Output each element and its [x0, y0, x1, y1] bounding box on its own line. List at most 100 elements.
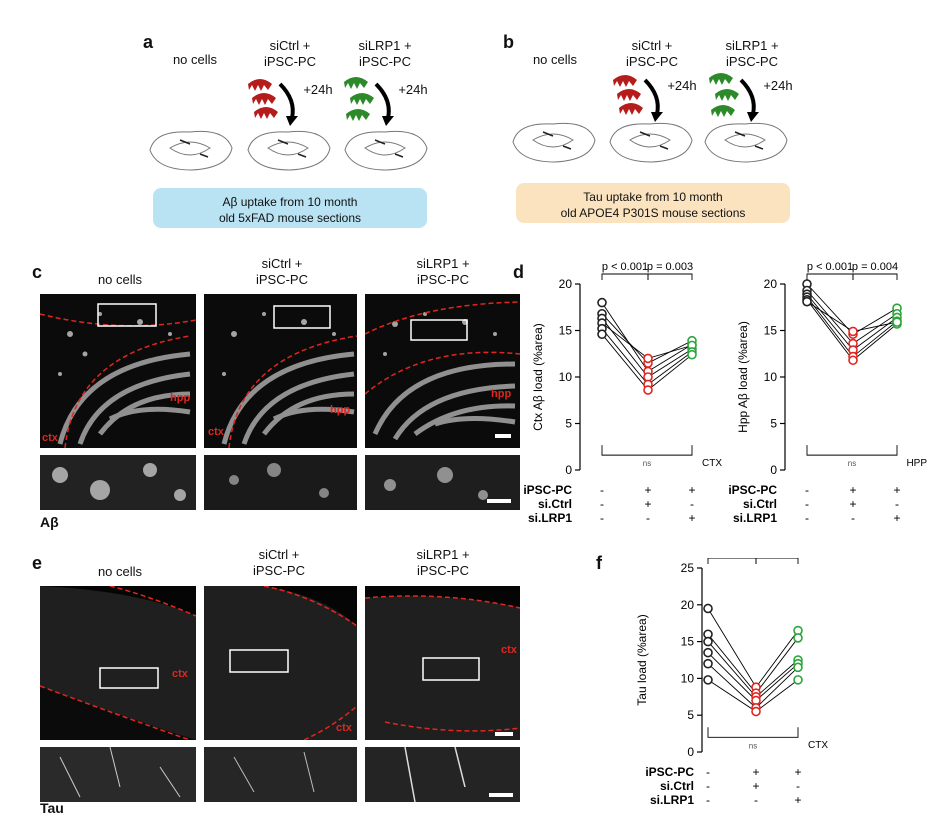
panel-a-box-line2: old 5xFAD mouse sections — [218, 211, 362, 225]
cell-icon — [346, 109, 370, 121]
panel-c-col3: siLRP1 + iPSC-PC — [398, 256, 488, 288]
comparison-bracket — [806, 273, 854, 280]
cell-icon — [252, 93, 276, 105]
data-point — [793, 662, 803, 673]
micrograph-e-silrp1-image — [365, 586, 520, 740]
chart-d-hpp: 0 5 10 15 20 Hpp Aβ load (%area) HPP p < 0.001p… — [728, 261, 927, 525]
y-tick-label: 5 — [770, 417, 777, 431]
comparison-bracket — [852, 273, 898, 280]
panel-b-box: Tau uptake from 10 month old APOE4 P301S… — [516, 183, 790, 223]
condition-mark: - — [690, 497, 694, 511]
data-point — [802, 296, 812, 307]
condition-mark: + — [794, 793, 801, 807]
cell-icon — [344, 77, 368, 89]
condition-mark: - — [600, 483, 604, 497]
condition-mark: + — [644, 483, 651, 497]
zoom-e-silrp1-image — [365, 747, 520, 802]
arrow-icon — [278, 82, 295, 119]
condition-mark: - — [805, 483, 809, 497]
condition-row-label: iPSC-PC — [728, 483, 777, 497]
y-tick-label: 10 — [559, 370, 573, 384]
data-point — [793, 675, 803, 685]
panel-e-stain: Tau — [40, 800, 64, 816]
condition-mark: + — [644, 497, 651, 511]
panel-b-sictrl-line1: siCtrl + — [631, 38, 673, 53]
y-axis-label: Ctx Aβ load (%area) — [531, 323, 545, 431]
panel-b-silrp1-line1: siLRP1 + — [725, 38, 779, 53]
zoom-e-no-cells-image — [40, 747, 196, 802]
condition-row-label: iPSC-PC — [645, 765, 694, 779]
condition-mark: + — [752, 779, 759, 793]
panel-c-col3-line2: iPSC-PC — [416, 272, 469, 287]
data-point — [848, 355, 858, 366]
panel-d-letter: d — [513, 262, 524, 282]
y-axis-label: Hpp Aβ load (%area) — [736, 321, 750, 433]
data-point — [703, 658, 713, 669]
panel-e-col1: no cells — [97, 564, 143, 579]
region-label-ctx: ctx — [208, 426, 224, 438]
comparison-label: p < 0.001 — [602, 261, 648, 273]
condition-mark: + — [752, 765, 759, 779]
micrograph-c-sictrl-image — [204, 294, 357, 448]
comparison-label: ns — [848, 459, 856, 468]
brain-section-icon — [247, 130, 331, 171]
comparison-label: p < 0.001 — [807, 261, 853, 273]
cell-icon — [350, 93, 374, 105]
arrow-icon — [374, 82, 391, 119]
region-label-ctx: ctx — [172, 668, 188, 680]
condition-row-label: si.LRP1 — [650, 793, 694, 807]
cell-icons-green-a — [344, 77, 374, 121]
data-point — [597, 297, 607, 308]
panel-b-silrp1-line2: iPSC-PC — [725, 54, 778, 69]
brain-section-icon — [149, 130, 233, 171]
y-tick-label: 5 — [565, 417, 572, 431]
panel-b-schematic — [512, 73, 788, 163]
condition-mark: + — [893, 483, 900, 497]
panel-a-silrp1-line1: siLRP1 + — [358, 38, 412, 53]
cell-icon — [613, 75, 637, 87]
region-label-ctx: ctx — [42, 432, 58, 444]
comparison-bracket — [806, 445, 898, 456]
condition-mark: - — [796, 779, 800, 793]
data-point — [597, 329, 607, 340]
micrograph-c-no-cells-image — [40, 294, 196, 448]
y-tick-label: 0 — [770, 463, 777, 477]
zoom-e-sictrl-image — [204, 747, 357, 802]
zoom-c-sictrl-image — [204, 455, 357, 510]
zoom-e-no-cells — [40, 747, 196, 802]
panel-b-time-1: +24h — [667, 78, 697, 93]
arrowhead-icon — [382, 116, 394, 126]
panel-b-box-line1: Tau uptake from 10 month — [583, 190, 723, 204]
panel-b-box-line2: old APOE4 P301S mouse sections — [560, 206, 746, 220]
arrowhead-icon — [286, 116, 298, 126]
y-tick-label: 10 — [764, 370, 778, 384]
zoom-c-silrp1 — [365, 455, 520, 510]
data-point — [848, 326, 858, 337]
region-label-hpp: hpp — [170, 392, 191, 404]
data-point — [793, 633, 803, 643]
paired-line — [806, 283, 898, 335]
panel-e-letter: e — [32, 553, 43, 573]
comparison-label: ns — [749, 741, 757, 750]
y-tick-label: 5 — [687, 708, 694, 722]
y-tick-label: 20 — [764, 277, 778, 291]
condition-mark: - — [805, 511, 809, 525]
condition-mark: + — [849, 483, 856, 497]
arrowhead-icon — [651, 112, 663, 122]
condition-row-label: si.LRP1 — [528, 511, 572, 525]
y-tick-label: 0 — [687, 745, 694, 759]
panel-a-no-cells-label: no cells — [172, 52, 218, 67]
panel-e-col2: siCtrl + iPSC-PC — [234, 547, 324, 579]
data-point — [751, 706, 761, 717]
comparison-bracket — [755, 558, 799, 564]
brain-section-icon — [512, 122, 596, 163]
brain-section-icons-a — [149, 130, 428, 171]
comparison-bracket — [601, 445, 693, 456]
region-label: CTX — [808, 740, 828, 751]
condition-mark: + — [893, 511, 900, 525]
cell-icons-red-b — [613, 75, 643, 115]
y-tick-label: 20 — [559, 277, 573, 291]
y-axis-label: Tau load (%area) — [635, 614, 649, 705]
panel-b-time-2: +24h — [763, 78, 793, 93]
comparison-bracket — [647, 273, 693, 280]
